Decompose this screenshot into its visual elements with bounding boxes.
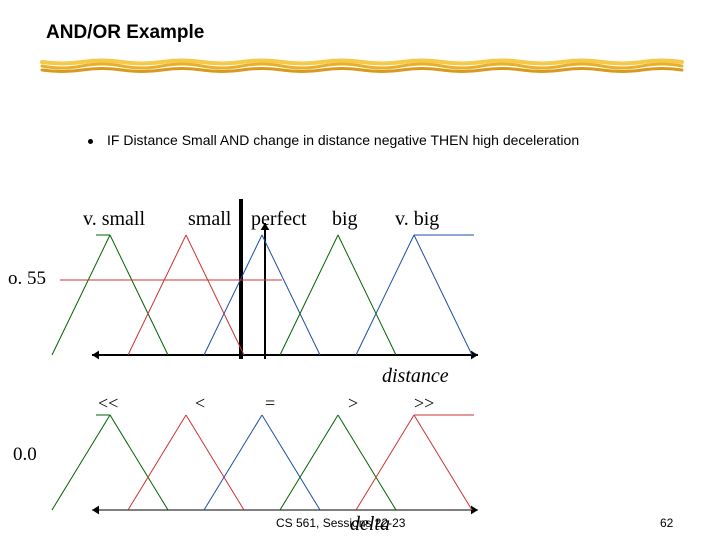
page-number: 62 (660, 516, 673, 530)
delta-chart-threshold-label: 0.0 (13, 444, 37, 466)
delta-membership-chart (0, 0, 720, 540)
delta-chart-category-label: < (195, 393, 205, 414)
delta-chart-category-label: = (265, 393, 275, 414)
delta-chart-category-label: >> (414, 393, 434, 414)
footer-text: CS 561, Sessions 22-23 (276, 516, 405, 530)
delta-chart-category-label: > (348, 393, 358, 414)
delta-chart-category-label: << (98, 393, 118, 414)
